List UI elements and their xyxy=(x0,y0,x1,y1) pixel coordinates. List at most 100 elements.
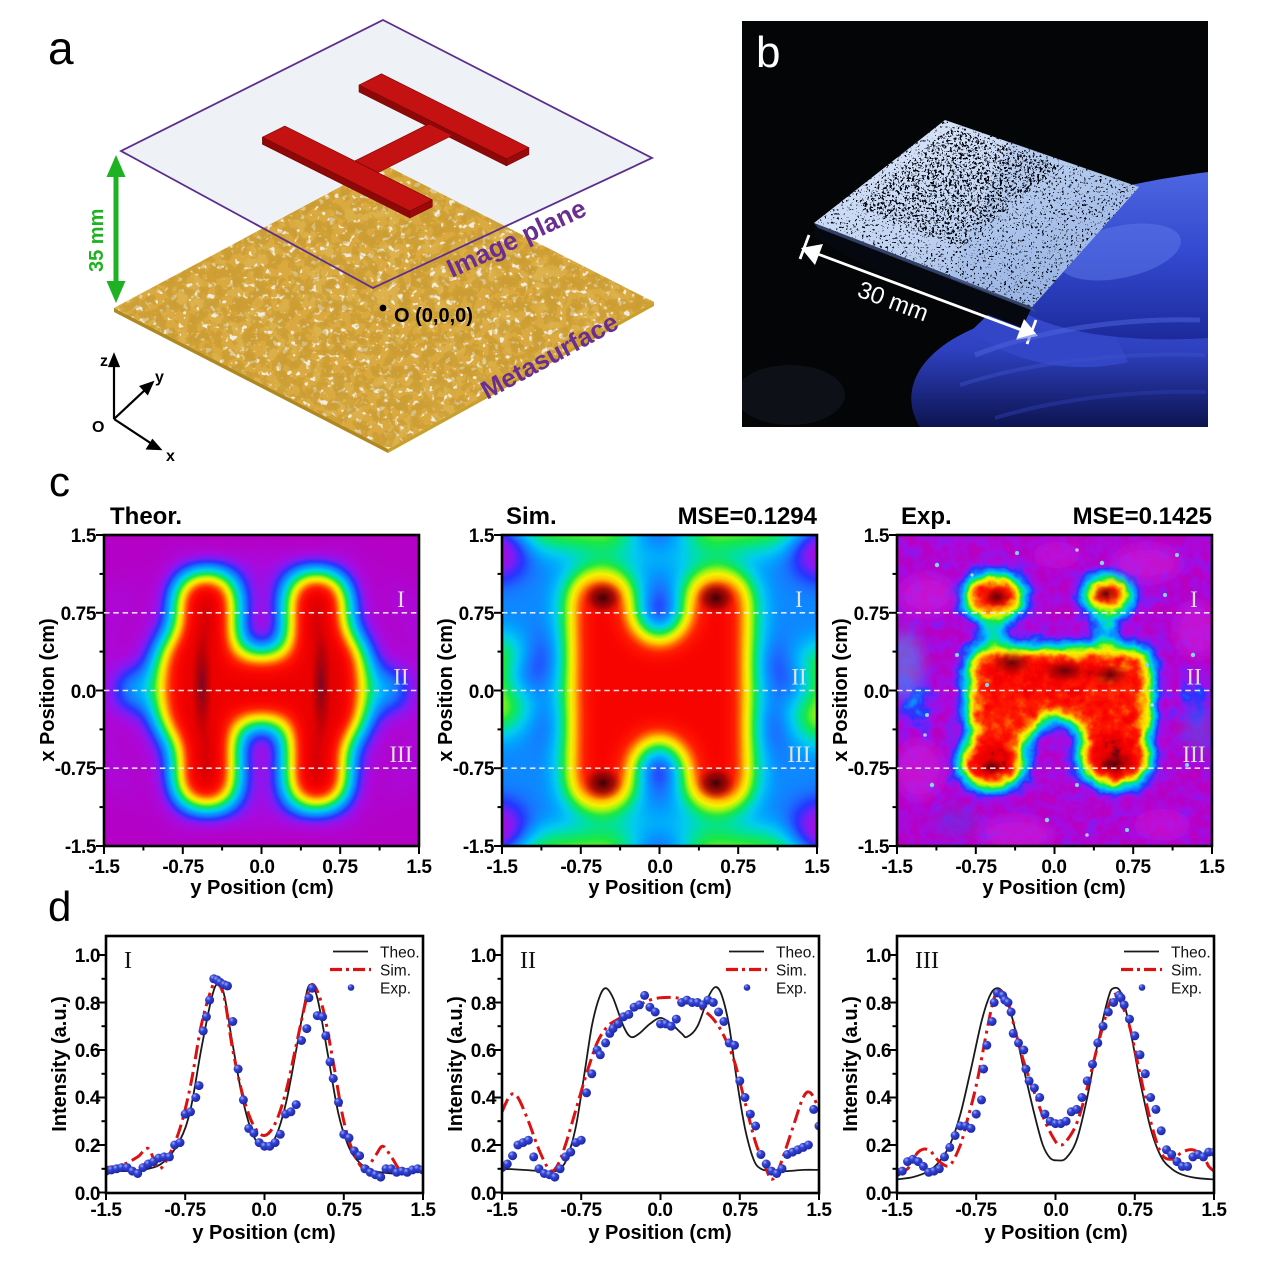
svg-text:Theo.: Theo. xyxy=(1171,945,1211,962)
svg-text:0.75: 0.75 xyxy=(720,857,756,878)
svg-text:0.0: 0.0 xyxy=(647,857,672,878)
svg-text:1.0: 1.0 xyxy=(471,946,496,967)
svg-text:0.75: 0.75 xyxy=(61,604,97,625)
svg-text:1.5: 1.5 xyxy=(806,1200,832,1221)
svg-text:-0.75: -0.75 xyxy=(848,759,890,780)
svg-text:a: a xyxy=(48,22,74,74)
svg-text:III: III xyxy=(788,742,811,767)
svg-text:c: c xyxy=(49,458,70,505)
svg-text:35 mm: 35 mm xyxy=(86,209,108,272)
svg-text:-1.5: -1.5 xyxy=(881,1200,913,1221)
svg-text:II: II xyxy=(1186,665,1201,690)
svg-text:-0.75: -0.75 xyxy=(955,857,997,878)
svg-text:y Position (cm): y Position (cm) xyxy=(984,1222,1127,1244)
svg-text:y Position (cm): y Position (cm) xyxy=(190,877,333,899)
svg-text:Theo.: Theo. xyxy=(380,945,420,962)
svg-text:0.75: 0.75 xyxy=(1115,857,1151,878)
svg-text:Intensity (a.u.): Intensity (a.u.) xyxy=(49,996,71,1132)
svg-text:I: I xyxy=(397,587,405,612)
svg-text:0.75: 0.75 xyxy=(459,604,495,625)
svg-text:1.5: 1.5 xyxy=(1199,857,1225,878)
svg-text:0.6: 0.6 xyxy=(75,1041,100,1062)
svg-text:y Position (cm): y Position (cm) xyxy=(588,1222,731,1244)
svg-text:0.4: 0.4 xyxy=(471,1088,497,1109)
svg-text:d: d xyxy=(48,883,71,930)
svg-text:Exp.: Exp. xyxy=(776,981,807,998)
svg-text:0.0: 0.0 xyxy=(251,1200,276,1221)
svg-text:-0.75: -0.75 xyxy=(162,857,204,878)
svg-text:x Position (cm): x Position (cm) xyxy=(435,618,457,761)
svg-text:-0.75: -0.75 xyxy=(955,1200,997,1221)
svg-text:0.0: 0.0 xyxy=(75,1184,100,1205)
svg-text:Sim.: Sim. xyxy=(380,963,411,980)
svg-text:1.0: 1.0 xyxy=(866,946,891,967)
svg-text:0.4: 0.4 xyxy=(866,1088,892,1109)
svg-text:Exp.: Exp. xyxy=(380,981,411,998)
svg-text:0.6: 0.6 xyxy=(471,1041,496,1062)
svg-text:III: III xyxy=(390,742,413,767)
svg-text:1.5: 1.5 xyxy=(71,526,97,547)
svg-text:0.0: 0.0 xyxy=(471,1184,496,1205)
svg-text:0.0: 0.0 xyxy=(1043,1200,1068,1221)
svg-text:0.2: 0.2 xyxy=(75,1136,100,1157)
svg-text:MSE=0.1294: MSE=0.1294 xyxy=(678,503,818,530)
svg-text:x Position (cm): x Position (cm) xyxy=(830,618,852,761)
svg-text:-1.5: -1.5 xyxy=(463,837,495,858)
svg-text:0.75: 0.75 xyxy=(722,1200,758,1221)
svg-text:Sim.: Sim. xyxy=(506,503,557,530)
svg-text:Theo.: Theo. xyxy=(776,945,816,962)
svg-text:0.75: 0.75 xyxy=(326,1200,362,1221)
svg-text:0.2: 0.2 xyxy=(471,1136,496,1157)
svg-text:1.5: 1.5 xyxy=(1201,1200,1227,1221)
svg-text:y Position (cm): y Position (cm) xyxy=(192,1222,335,1244)
svg-text:III: III xyxy=(915,948,939,974)
svg-text:Exp.: Exp. xyxy=(1171,981,1202,998)
svg-text:y Position (cm): y Position (cm) xyxy=(982,877,1125,899)
svg-text:0.8: 0.8 xyxy=(75,994,100,1015)
svg-text:0.0: 0.0 xyxy=(864,682,889,703)
svg-text:-1.5: -1.5 xyxy=(486,1200,518,1221)
svg-text:-0.75: -0.75 xyxy=(164,1200,206,1221)
svg-text:O: O xyxy=(92,419,104,436)
svg-text:1.5: 1.5 xyxy=(406,857,432,878)
svg-text:0.0: 0.0 xyxy=(647,1200,672,1221)
svg-text:II: II xyxy=(791,665,806,690)
svg-text:-1.5: -1.5 xyxy=(881,857,913,878)
svg-text:1.5: 1.5 xyxy=(410,1200,436,1221)
svg-text:Intensity (a.u.): Intensity (a.u.) xyxy=(445,996,467,1132)
svg-text:0.0: 0.0 xyxy=(1041,857,1066,878)
svg-text:0.0: 0.0 xyxy=(71,682,96,703)
svg-text:0.8: 0.8 xyxy=(866,994,891,1015)
svg-text:III: III xyxy=(1183,742,1206,767)
svg-text:Sim.: Sim. xyxy=(1171,963,1202,980)
svg-text:0.75: 0.75 xyxy=(854,604,890,625)
svg-text:II: II xyxy=(520,948,536,974)
svg-text:1.5: 1.5 xyxy=(469,526,495,547)
svg-text:-0.75: -0.75 xyxy=(55,759,97,780)
svg-text:-1.5: -1.5 xyxy=(90,1200,122,1221)
svg-text:z: z xyxy=(100,353,108,370)
svg-text:I: I xyxy=(795,587,803,612)
svg-text:y: y xyxy=(155,369,164,386)
svg-text:1.0: 1.0 xyxy=(75,946,100,967)
svg-text:0.0: 0.0 xyxy=(469,682,494,703)
svg-text:O (0,0,0): O (0,0,0) xyxy=(394,305,473,327)
svg-text:0.2: 0.2 xyxy=(866,1136,891,1157)
svg-text:Intensity (a.u.): Intensity (a.u.) xyxy=(840,996,862,1132)
svg-text:-0.75: -0.75 xyxy=(453,759,495,780)
svg-text:I: I xyxy=(124,948,132,974)
svg-text:1.5: 1.5 xyxy=(804,857,830,878)
svg-text:II: II xyxy=(393,665,408,690)
svg-text:x Position (cm): x Position (cm) xyxy=(37,618,59,761)
svg-text:0.75: 0.75 xyxy=(1117,1200,1153,1221)
svg-text:0.4: 0.4 xyxy=(75,1088,101,1109)
svg-text:-1.5: -1.5 xyxy=(88,857,120,878)
svg-text:I: I xyxy=(1190,587,1198,612)
svg-text:0.0: 0.0 xyxy=(866,1184,891,1205)
svg-text:-1.5: -1.5 xyxy=(65,837,97,858)
svg-text:-0.75: -0.75 xyxy=(560,1200,602,1221)
svg-text:Sim.: Sim. xyxy=(776,963,807,980)
svg-text:0.8: 0.8 xyxy=(471,994,496,1015)
svg-text:y Position (cm): y Position (cm) xyxy=(588,877,731,899)
svg-text:0.6: 0.6 xyxy=(866,1041,891,1062)
